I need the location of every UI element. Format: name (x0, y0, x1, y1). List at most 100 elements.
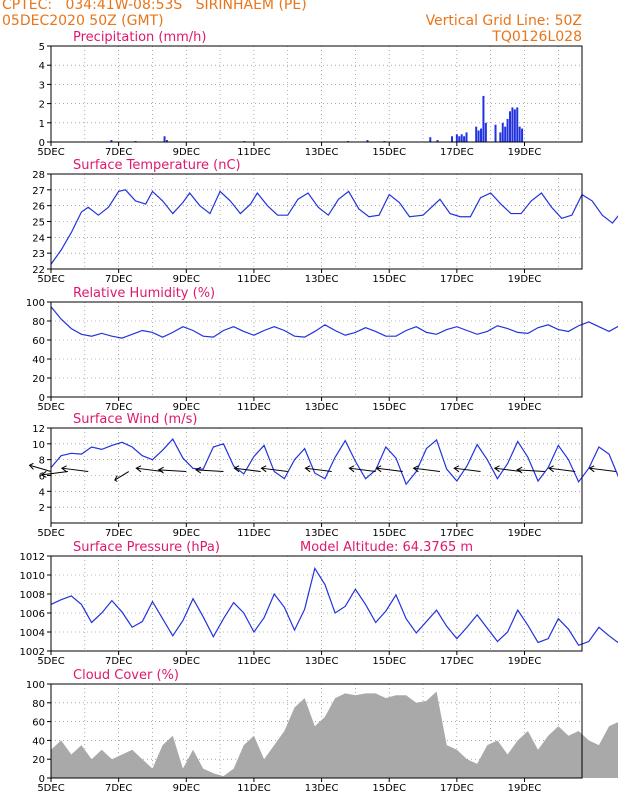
precip-bar (506, 118, 509, 142)
wind-arrow (349, 467, 376, 473)
panel-frame (50, 683, 583, 779)
y-tick-label: 40 (32, 736, 45, 747)
x-tick-label: 19DEC (508, 147, 542, 158)
precip-bar (465, 132, 468, 142)
y-tick-label: 4 (39, 61, 45, 72)
y-tick-label: 80 (32, 317, 45, 328)
panel-subtitle: Model Altitude: 64.3765 m (300, 540, 473, 555)
x-tick-label: 7DEC (105, 783, 132, 794)
y-tick-label: 2 (39, 503, 45, 514)
precip-bar (436, 140, 439, 142)
wind-arrow-head (304, 465, 311, 473)
x-tick-label: 5DEC (37, 402, 64, 413)
y-tick-label: 100 (26, 298, 45, 309)
wind-arrow-head (114, 475, 118, 482)
y-tick-label: 20 (32, 755, 45, 766)
x-tick-label: 7DEC (105, 402, 132, 413)
precip-bar (163, 136, 166, 142)
precip-bar (482, 95, 485, 142)
wind-arrow (114, 471, 130, 481)
x-tick-label: 15DEC (372, 147, 406, 158)
wind-arrow (548, 467, 576, 473)
wind-arrow (305, 467, 332, 473)
precip-bar (511, 107, 514, 142)
y-tick-label: 5 (39, 42, 45, 53)
x-tick-label: 13DEC (305, 274, 339, 285)
x-tick-label: 11DEC (237, 147, 271, 158)
precip-bar (110, 140, 113, 142)
wind-arrow-head (157, 466, 164, 474)
y-tick-label: 10 (32, 440, 45, 451)
wind-arrow (517, 469, 545, 473)
x-tick-label: 17DEC (440, 656, 474, 667)
x-tick-label: 19DEC (508, 783, 542, 794)
y-tick-label: 0 (39, 774, 45, 785)
series-line (50, 438, 618, 486)
wind-arrow (454, 467, 481, 473)
x-tick-label: 13DEC (305, 656, 339, 667)
x-tick-label: 15DEC (372, 783, 406, 794)
wind-arrow (413, 467, 441, 473)
wind-arrow-head (60, 465, 67, 473)
panel-frame (50, 427, 583, 524)
wind-arrow-head (547, 465, 554, 473)
precip-bar (494, 124, 497, 142)
y-tick-label: 12 (32, 424, 45, 435)
x-tick-label: 7DEC (105, 147, 132, 158)
y-tick-label: 28 (32, 170, 45, 181)
y-tick-label: 1012 (20, 552, 45, 563)
wind-arrow-head (516, 466, 523, 474)
y-tick-label: 3 (39, 80, 45, 91)
wind-arrow (61, 467, 89, 473)
cloud-cover-area (51, 691, 618, 778)
y-tick-label: 0 (39, 393, 45, 404)
y-tick-label: 20 (32, 374, 45, 385)
wind-arrow (376, 467, 403, 473)
panel-frame (50, 555, 583, 652)
x-tick-label: 17DEC (440, 528, 474, 539)
precip-bar (501, 122, 504, 142)
y-tick-label: 23 (32, 249, 45, 260)
x-tick-label: 17DEC (440, 402, 474, 413)
y-tick-label: 0 (39, 138, 45, 149)
wind-arrow-head (135, 465, 142, 473)
y-tick-label: 26 (32, 202, 45, 213)
x-tick-label: 17DEC (440, 274, 474, 285)
wind-arrow (136, 467, 163, 473)
x-tick-label: 19DEC (508, 274, 542, 285)
panel-title: Relative Humidity (%) (73, 286, 215, 301)
x-tick-label: 9DEC (173, 147, 200, 158)
series-line (50, 189, 618, 265)
x-tick-label: 9DEC (173, 656, 200, 667)
wind-arrow-head (588, 465, 595, 473)
wind-arrow-head (412, 465, 419, 473)
series-line (50, 566, 618, 647)
y-tick-label: 24 (32, 233, 45, 244)
y-tick-label: 2 (39, 100, 45, 111)
precip-bar (463, 136, 466, 142)
y-tick-label: 80 (32, 699, 45, 710)
precip-bar (509, 111, 512, 142)
y-tick-label: 1008 (20, 590, 45, 601)
panel-frame (50, 173, 583, 270)
precip-bar (477, 130, 480, 142)
x-tick-label: 7DEC (105, 656, 132, 667)
y-tick-label: 25 (32, 218, 45, 229)
x-tick-label: 13DEC (305, 528, 339, 539)
y-tick-label: 100 (26, 680, 45, 691)
precip-bar (518, 126, 521, 142)
x-tick-label: 11DEC (237, 528, 271, 539)
precip-bar (366, 140, 369, 142)
x-tick-label: 15DEC (372, 402, 406, 413)
wind-arrow (589, 467, 616, 473)
y-tick-label: 1006 (20, 609, 45, 620)
precip-bar (455, 134, 458, 142)
x-tick-label: 5DEC (37, 528, 64, 539)
panel-title: Surface Wind (m/s) (73, 412, 197, 427)
y-tick-label: 4 (39, 487, 45, 498)
wind-arrow-head (453, 465, 460, 473)
precip-bar (513, 109, 516, 142)
y-tick-label: 1002 (20, 647, 45, 658)
header-station: CPTEC: 034:41W-08:53S SIRINHAEM (PE) (2, 0, 307, 13)
precip-bar (475, 126, 478, 142)
